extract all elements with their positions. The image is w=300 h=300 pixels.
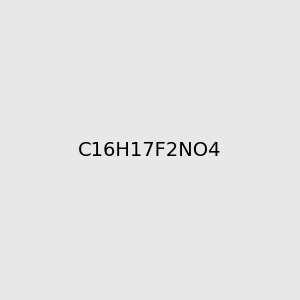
- Text: C16H17F2NO4: C16H17F2NO4: [78, 140, 222, 160]
